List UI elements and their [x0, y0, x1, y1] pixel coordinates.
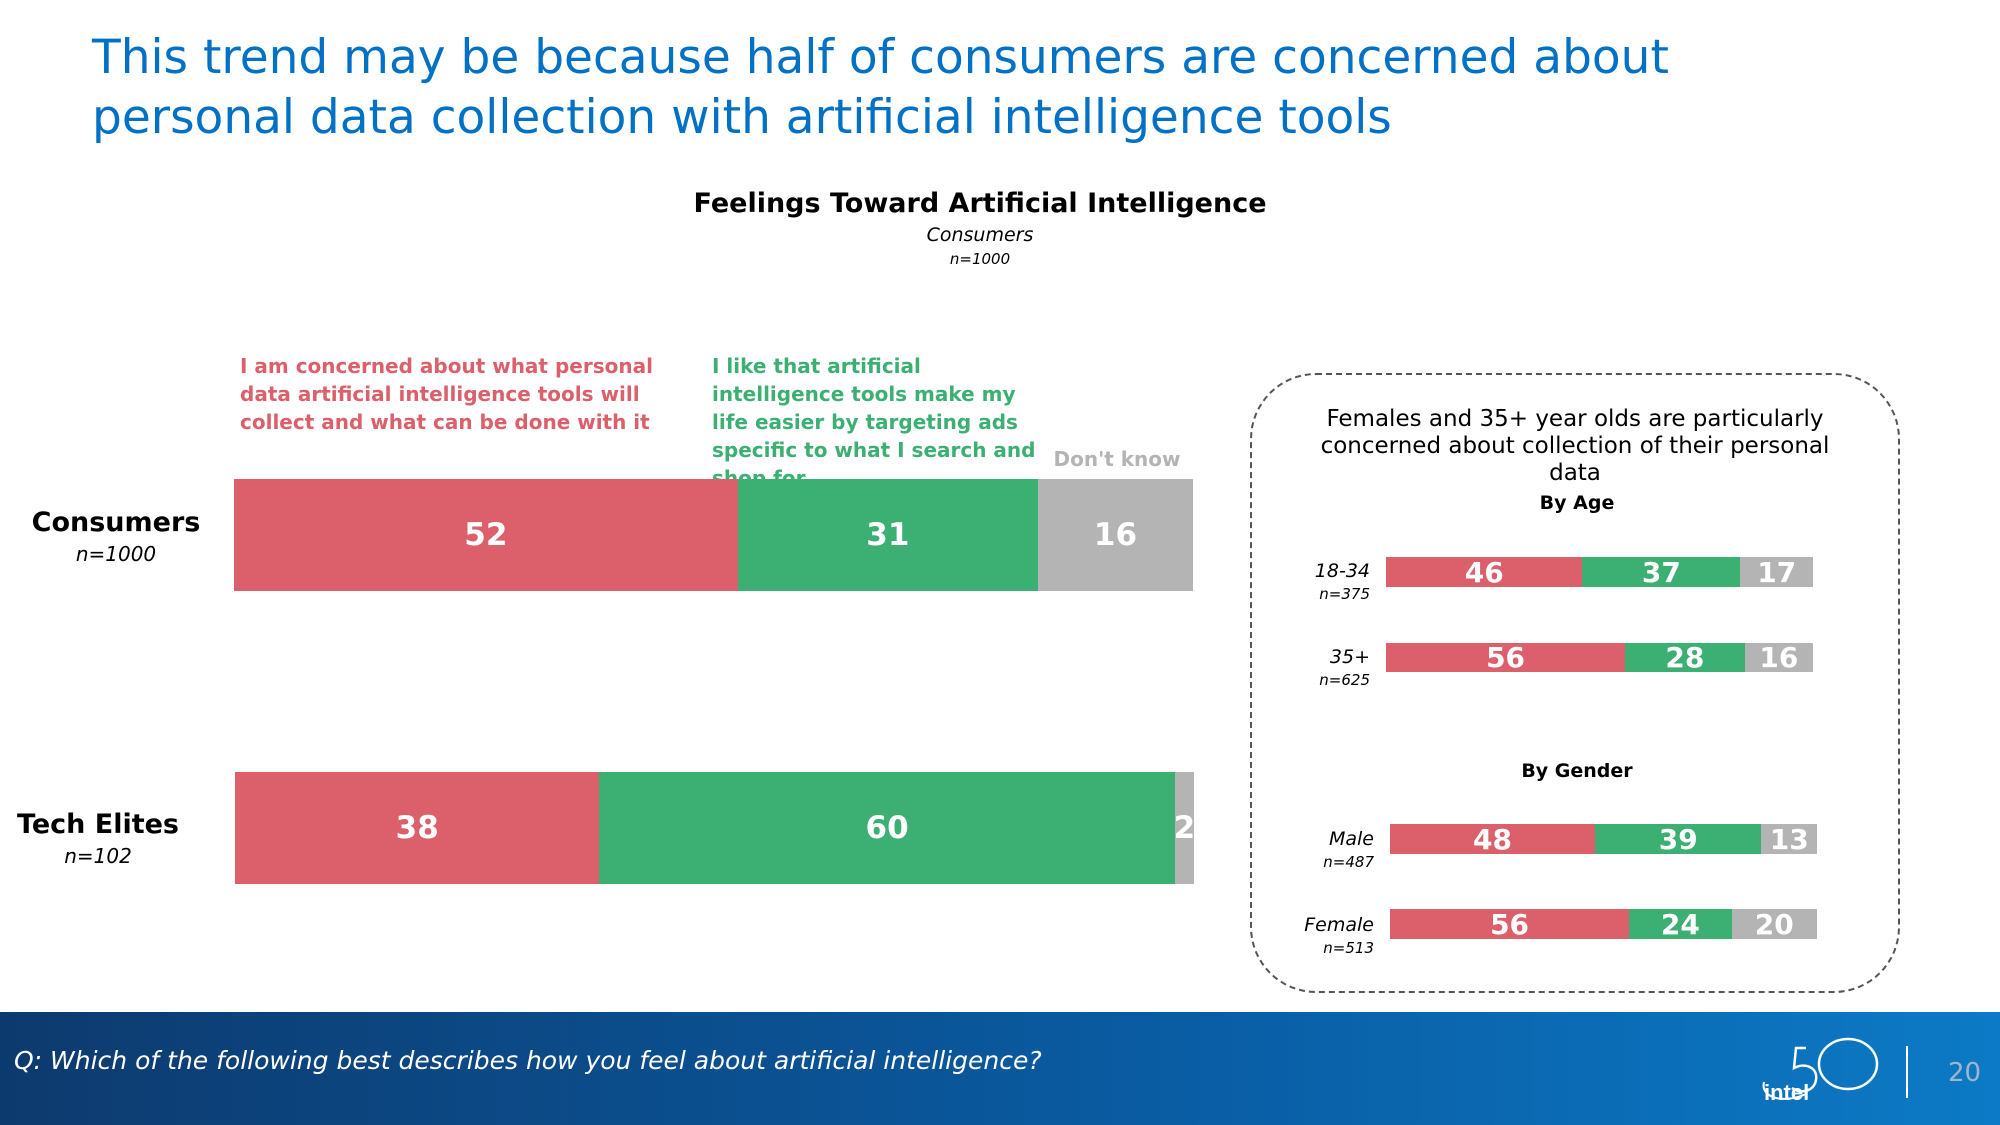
page-number: 20: [1948, 1058, 1982, 1088]
data-label: 38: [395, 810, 439, 846]
bar-segment-like: 28: [1625, 641, 1745, 674]
row-label-consumers: Consumers n=1000: [10, 506, 222, 568]
row-label-35-plus: 35+ n=625: [1270, 644, 1370, 690]
bar-segment-concerned: 56: [1386, 641, 1626, 674]
row-sample-size: n=625: [1319, 671, 1370, 689]
legend-dont-know: Don't know: [1053, 447, 1181, 471]
bar-segment-dont-know: 16: [1744, 641, 1813, 674]
chart-subtitle: Consumers: [926, 224, 1034, 246]
bar-segment-dont-know: 2: [1173, 772, 1196, 884]
subgroup-callout-box: [1250, 373, 1900, 993]
survey-question: Q: Which of the following best describes…: [14, 1046, 1042, 1075]
bar-segment-like: 60: [599, 772, 1175, 884]
bar-segment-like: 31: [737, 479, 1038, 591]
row-name: Female: [1304, 914, 1374, 936]
row-name: Consumers: [31, 507, 201, 538]
row-sample-size: n=487: [1323, 853, 1374, 871]
data-label: 39: [1658, 822, 1698, 856]
row-name: Male: [1328, 828, 1374, 850]
bar-segment-like: 24: [1629, 907, 1732, 941]
data-label: 52: [464, 517, 508, 553]
bar-segment-like: 37: [1582, 555, 1741, 589]
data-label: 31: [866, 517, 910, 553]
row-sample-size: n=102: [64, 844, 132, 868]
bar-segment-concerned: 46: [1386, 555, 1583, 589]
data-label: 28: [1665, 641, 1705, 674]
chart-sample-size: n=1000: [949, 250, 1011, 268]
data-label: 24: [1660, 907, 1700, 941]
data-label: 37: [1641, 555, 1681, 589]
bar-segment-concerned: 52: [234, 479, 738, 591]
row-label-18-34: 18-34 n=375: [1270, 558, 1370, 604]
bar-segment-concerned: 56: [1390, 907, 1630, 941]
bar-segment-like: 39: [1594, 822, 1762, 856]
legend-concerned: I am concerned about what personal data …: [240, 354, 653, 434]
slide-title: This trend may be because half of consum…: [92, 30, 1669, 145]
logo-text: intel: [1764, 1080, 1809, 1105]
bar-segment-dont-know: 17: [1740, 555, 1813, 589]
data-label: 13: [1769, 822, 1809, 856]
row-label-female: Female n=513: [1270, 912, 1374, 958]
footer-divider: [1906, 1046, 1908, 1098]
bar-segment-concerned: 38: [235, 772, 600, 884]
row-name: 35+: [1329, 646, 1370, 668]
by-age-title: By Age: [1539, 492, 1615, 514]
row-label-male: Male n=487: [1270, 826, 1374, 872]
bar-segment-dont-know: 16: [1038, 479, 1193, 591]
row-name: Tech Elites: [16, 809, 179, 840]
callout-heading: Females and 35+ year olds are particular…: [1320, 406, 1830, 486]
data-label: 46: [1464, 555, 1504, 589]
bar-segment-concerned: 48: [1390, 822, 1595, 856]
data-label: 16: [1759, 641, 1799, 674]
row-sample-size: n=375: [1319, 585, 1370, 603]
data-label: 20: [1754, 907, 1794, 941]
data-label: 56: [1486, 641, 1526, 674]
data-label: 17: [1757, 555, 1797, 589]
row-name: 18-34: [1314, 560, 1370, 582]
row-sample-size: n=513: [1323, 939, 1374, 957]
data-label: 16: [1093, 517, 1138, 553]
bar-segment-dont-know: 13: [1761, 822, 1817, 856]
intel-50-logo: intel: [1762, 1037, 1879, 1105]
chart-title: Feelings Toward Artificial Intelligence: [693, 188, 1267, 219]
bar-segment-dont-know: 20: [1731, 907, 1817, 941]
data-label: 60: [865, 810, 909, 846]
data-label: 48: [1472, 822, 1512, 856]
row-sample-size: n=1000: [75, 542, 157, 566]
data-label: 56: [1490, 907, 1530, 941]
by-gender-title: By Gender: [1521, 760, 1633, 782]
data-label: 2: [1173, 810, 1196, 846]
row-label-tech-elites: Tech Elites n=102: [0, 808, 196, 870]
footer-bar: [0, 1012, 2000, 1125]
